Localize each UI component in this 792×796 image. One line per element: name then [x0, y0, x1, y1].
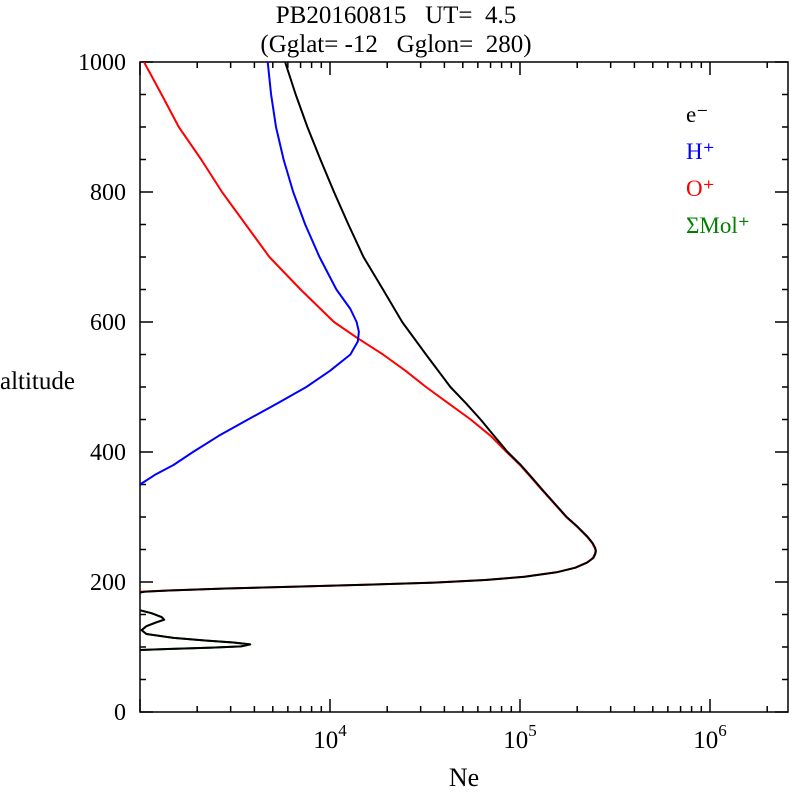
plot-frame	[139, 61, 789, 713]
e--curve	[140, 62, 597, 651]
legend-item-molplus: ΣMol⁺	[686, 213, 750, 238]
chart-title: PB20160815 UT= 4.5	[275, 2, 517, 29]
H+-curve	[140, 62, 360, 486]
axis-ticks	[139, 61, 788, 713]
x-axis-label: Ne	[448, 763, 480, 792]
y-tick-label: 200	[90, 570, 126, 596]
legend-item-electron: e⁻	[686, 102, 709, 127]
y-axis-label: altitude	[0, 368, 75, 395]
legend-item-hplus: H⁺	[686, 139, 715, 164]
x-tick-label: 104	[313, 721, 347, 754]
legend-item-oplus: O⁺	[686, 176, 715, 201]
O+-curve	[140, 62, 597, 593]
chart-subtitle: (Gglat= -12 Gglon= 280)	[260, 31, 532, 58]
y-tick-label: 800	[90, 180, 126, 206]
x-tick-label: 105	[503, 721, 537, 754]
y-tick-label: 400	[90, 440, 126, 466]
y-tick-label: 1000	[78, 50, 126, 76]
y-tick-label: 600	[90, 310, 126, 336]
legend: e⁻ H⁺ O⁺ ΣMol⁺	[686, 96, 750, 244]
y-tick-label: 0	[114, 700, 126, 726]
x-tick-label: 106	[693, 721, 727, 754]
